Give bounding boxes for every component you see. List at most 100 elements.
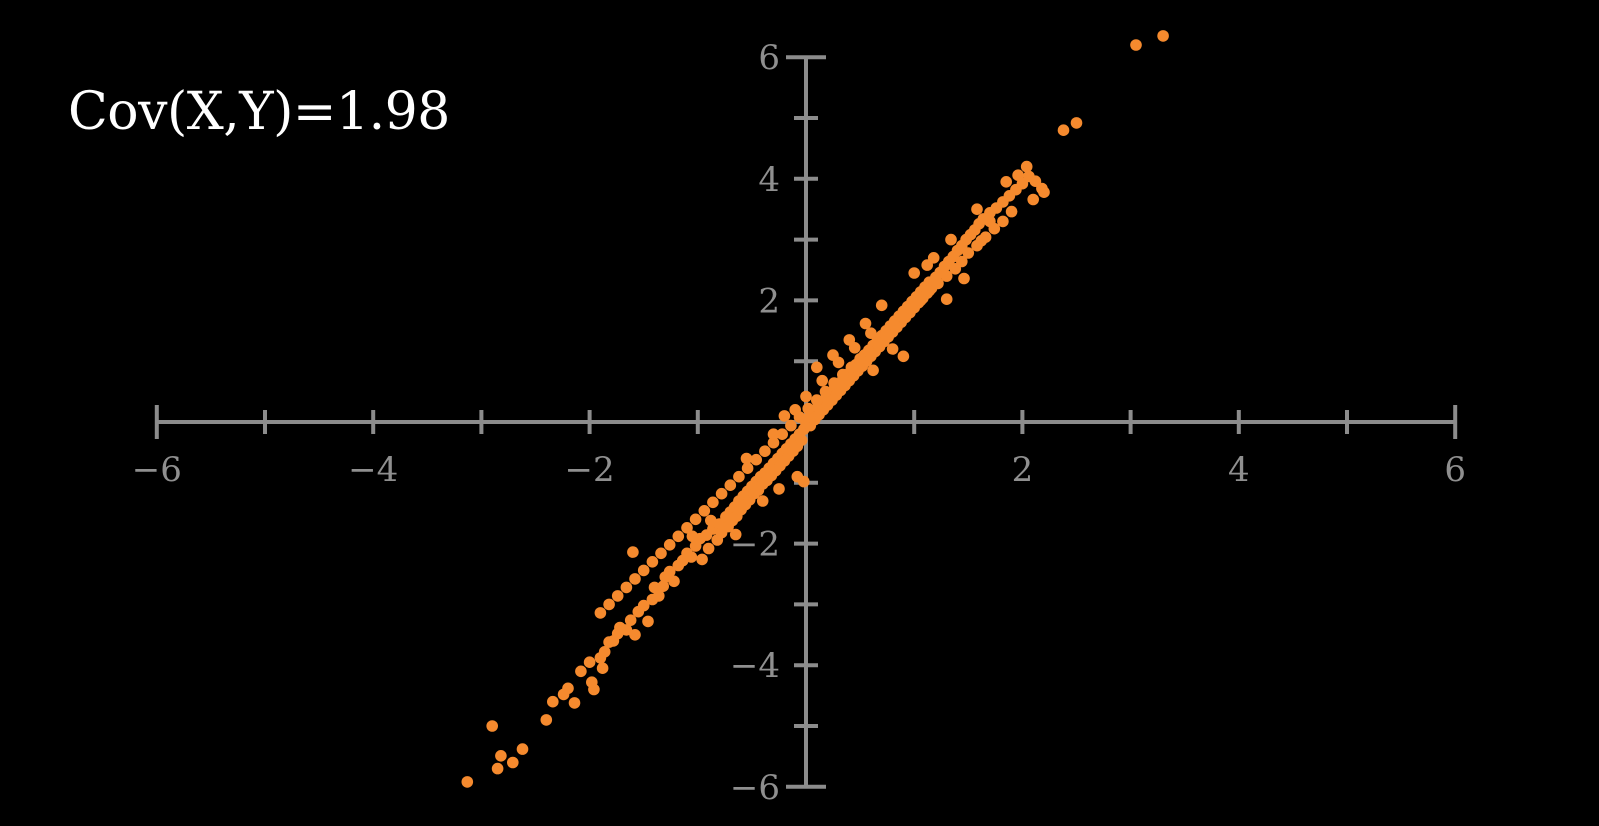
y-tick-label: 4 [758, 160, 780, 200]
data-point [750, 453, 762, 466]
data-point [696, 553, 708, 566]
data-point [663, 565, 676, 578]
data-point [686, 530, 699, 543]
data-point [627, 546, 639, 558]
data-point [685, 551, 698, 563]
data-point [789, 404, 801, 416]
data-point [1157, 30, 1169, 42]
data-point [707, 496, 719, 509]
data-point [945, 233, 957, 246]
data-point [897, 350, 910, 363]
data-point [886, 343, 899, 355]
x-tick-label: 2 [1012, 450, 1034, 490]
data-point [491, 762, 504, 775]
data-point [740, 452, 753, 465]
data-point [583, 656, 596, 668]
data-point [637, 599, 650, 612]
data-point [1070, 117, 1083, 129]
data-point [702, 542, 715, 555]
data-point [795, 434, 808, 447]
data-point [975, 235, 988, 247]
data-point [596, 662, 609, 674]
data-point [495, 750, 507, 762]
data-point [923, 284, 936, 297]
y-tick-label: 6 [758, 38, 780, 78]
data-point [637, 564, 650, 577]
data-point [705, 514, 717, 527]
data-point [507, 756, 519, 769]
data-point [888, 320, 901, 332]
data-point [921, 259, 933, 271]
data-point [1038, 186, 1050, 198]
data-point [897, 311, 910, 324]
data-point [620, 581, 633, 594]
y-tick-label: −6 [730, 768, 780, 808]
data-point [940, 270, 953, 282]
x-tick-label: −2 [565, 450, 615, 490]
data-point [598, 646, 611, 658]
data-point [562, 682, 574, 695]
data-point [624, 614, 637, 626]
data-point [776, 428, 788, 441]
data-point [568, 697, 581, 709]
data-point [854, 353, 866, 365]
data-point [594, 607, 607, 619]
data-point [733, 470, 745, 483]
data-point [816, 374, 828, 387]
data-point [848, 342, 861, 354]
data-point [865, 327, 877, 340]
data-point [588, 683, 600, 696]
data-point [940, 293, 953, 306]
data-point [828, 377, 840, 389]
data-point [575, 665, 587, 678]
data-point [863, 345, 875, 358]
data-point [1005, 205, 1018, 218]
data-point [603, 598, 615, 611]
data-point [1130, 39, 1142, 51]
data-point [767, 428, 780, 441]
data-point [689, 513, 702, 526]
data-point [681, 522, 693, 534]
data-point [798, 475, 810, 488]
data-point [984, 215, 996, 228]
data-point [832, 356, 845, 369]
data-point [540, 714, 553, 726]
data-point [655, 547, 667, 560]
data-point [802, 402, 814, 415]
data-point [516, 743, 529, 755]
data-point [486, 720, 499, 732]
data-point [1057, 124, 1070, 136]
data-point [811, 394, 823, 406]
data-point [668, 575, 680, 588]
data-point [672, 530, 685, 543]
data-points [461, 30, 1169, 788]
data-point [845, 361, 858, 374]
data-point [908, 267, 920, 279]
data-point [1012, 169, 1024, 181]
data-point [837, 368, 849, 381]
y-tick-label: 2 [758, 281, 780, 321]
data-point [629, 573, 641, 585]
data-point [819, 385, 832, 398]
x-tick-label: −6 [132, 450, 182, 490]
data-point [871, 337, 884, 349]
data-point [880, 328, 892, 341]
data-point [653, 590, 665, 602]
data-point [1027, 193, 1039, 206]
x-tick-label: 4 [1228, 450, 1250, 490]
data-point [657, 580, 669, 592]
data-point [729, 528, 742, 541]
data-point [773, 483, 785, 495]
data-point [997, 215, 1009, 228]
data-point [724, 479, 737, 492]
data-point [785, 419, 797, 432]
data-point [962, 247, 975, 259]
x-tick-label: −4 [348, 450, 398, 490]
data-point [767, 436, 780, 449]
y-tick-label: −4 [730, 646, 780, 686]
data-point [1020, 160, 1033, 173]
data-point [800, 390, 812, 403]
data-point [778, 410, 791, 422]
data-point [461, 776, 474, 788]
